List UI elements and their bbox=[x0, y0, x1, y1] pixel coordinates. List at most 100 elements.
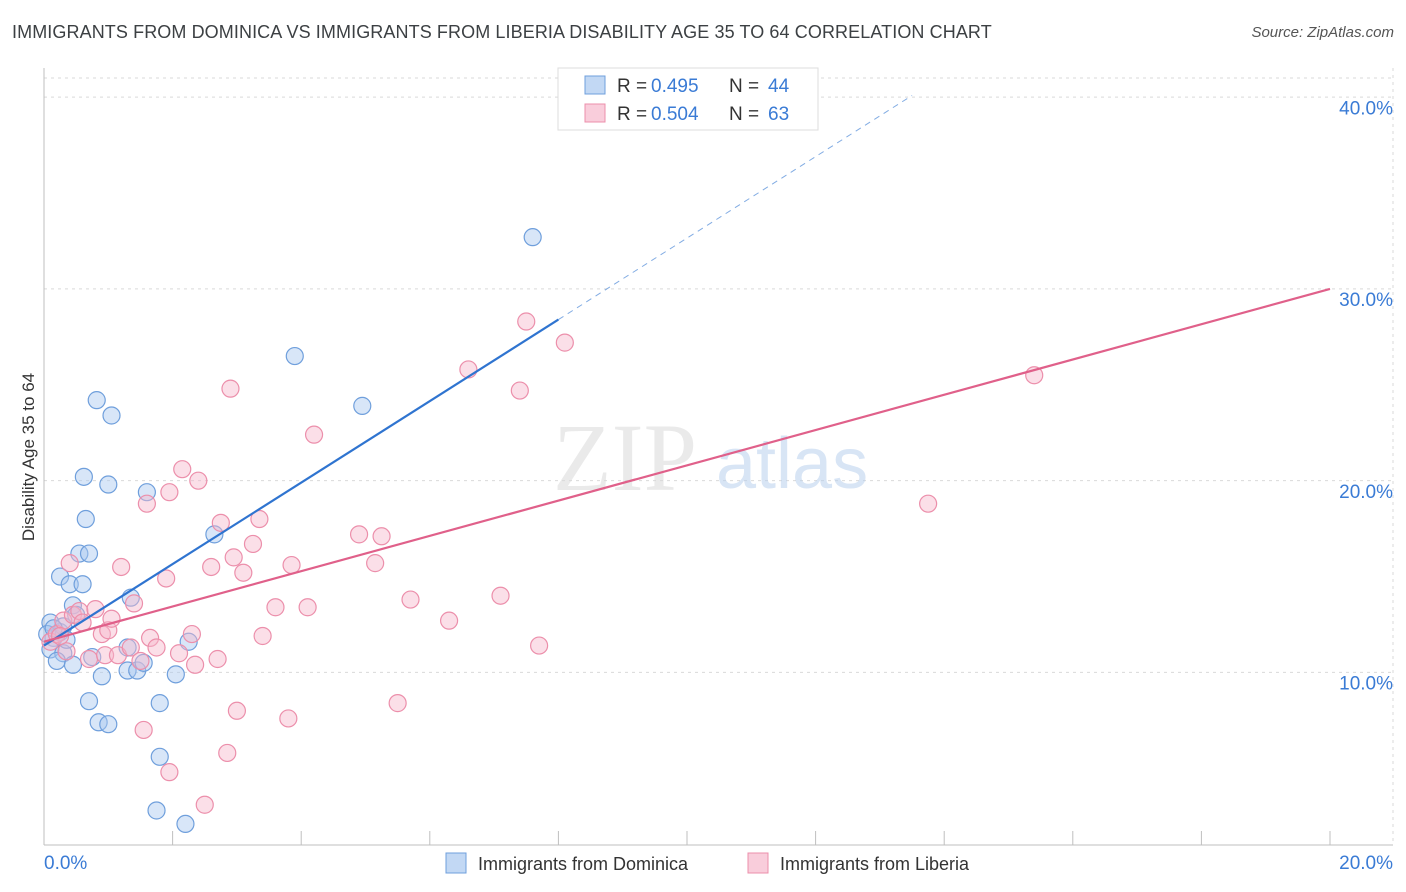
point-liberia bbox=[530, 636, 549, 655]
point-liberia bbox=[253, 626, 272, 646]
data-points bbox=[38, 228, 1044, 834]
point-liberia bbox=[282, 555, 301, 575]
point-liberia bbox=[157, 569, 176, 588]
point-liberia bbox=[112, 557, 131, 577]
legend-r-value-1: 0.504 bbox=[651, 104, 699, 125]
legend-swatch-dominica bbox=[584, 75, 606, 95]
point-liberia bbox=[140, 628, 160, 648]
point-liberia bbox=[134, 720, 153, 740]
point-dominica bbox=[176, 814, 195, 834]
trend-lines bbox=[43, 95, 1331, 647]
bottom-legend-label-dominica: Immigrants from Dominica bbox=[478, 854, 689, 874]
point-dominica bbox=[87, 391, 106, 410]
point-liberia bbox=[189, 471, 208, 490]
point-liberia bbox=[121, 638, 140, 657]
chart-title: IMMIGRANTS FROM DOMINICA VS IMMIGRANTS F… bbox=[12, 22, 992, 42]
point-liberia bbox=[147, 638, 166, 657]
point-liberia bbox=[124, 594, 144, 613]
axis-labels: Disability Age 35 to 64 10.0% 20.0% 30.0% 4… bbox=[19, 98, 1393, 874]
trend-line-dominica bbox=[43, 318, 559, 647]
point-liberia bbox=[186, 655, 205, 674]
point-dominica bbox=[76, 509, 95, 529]
y-axis-title: Disability Age 35 to 64 bbox=[19, 373, 38, 541]
point-liberia bbox=[79, 649, 99, 669]
legend-n-value-0: 44 bbox=[768, 76, 790, 97]
point-liberia bbox=[266, 598, 285, 617]
point-dominica bbox=[353, 396, 372, 415]
point-liberia bbox=[349, 525, 369, 544]
axes bbox=[43, 68, 1393, 846]
point-liberia bbox=[517, 312, 536, 331]
point-liberia bbox=[131, 651, 150, 671]
point-dominica bbox=[118, 661, 137, 680]
point-liberia bbox=[70, 601, 89, 621]
point-liberia bbox=[137, 494, 156, 513]
point-dominica bbox=[73, 575, 92, 594]
point-dominica bbox=[99, 475, 118, 494]
y-tick-label: 20.0% bbox=[1339, 482, 1393, 503]
point-dominica bbox=[102, 406, 121, 425]
point-dominica bbox=[134, 653, 153, 672]
point-liberia bbox=[224, 548, 243, 567]
source-label: Source: ZipAtlas.com bbox=[1251, 24, 1394, 41]
point-dominica bbox=[70, 544, 89, 563]
y-tick-label: 30.0% bbox=[1339, 290, 1393, 311]
x-tick-label: 0.0% bbox=[44, 853, 87, 874]
point-liberia bbox=[250, 509, 269, 529]
point-liberia bbox=[160, 483, 179, 502]
point-dominica bbox=[50, 567, 70, 586]
point-liberia bbox=[234, 563, 253, 582]
point-liberia bbox=[195, 795, 214, 814]
y-tick-label: 40.0% bbox=[1339, 98, 1393, 119]
point-liberia bbox=[60, 554, 79, 573]
point-liberia bbox=[401, 590, 420, 609]
point-dominica bbox=[99, 715, 118, 734]
point-liberia bbox=[366, 554, 385, 573]
point-dominica bbox=[79, 544, 99, 563]
bottom-legend-swatch-dominica bbox=[445, 852, 467, 874]
point-liberia bbox=[221, 379, 240, 398]
point-liberia bbox=[211, 513, 230, 532]
legend: R = 0.495 N = 44 R = 0.504 N = 63 bbox=[557, 67, 819, 131]
point-liberia bbox=[57, 642, 76, 661]
point-liberia bbox=[182, 624, 201, 644]
point-liberia bbox=[95, 646, 115, 665]
point-liberia bbox=[218, 743, 237, 763]
point-liberia bbox=[439, 611, 459, 630]
point-liberia bbox=[555, 333, 574, 352]
point-liberia bbox=[54, 611, 73, 630]
legend-n-value-1: 63 bbox=[768, 104, 789, 125]
trend-line-liberia bbox=[43, 287, 1331, 643]
point-dominica bbox=[150, 694, 169, 713]
gridlines bbox=[44, 68, 1395, 845]
point-dominica bbox=[74, 467, 93, 486]
point-liberia bbox=[86, 600, 105, 619]
point-liberia bbox=[208, 649, 227, 669]
point-dominica bbox=[166, 665, 185, 684]
point-liberia bbox=[388, 694, 407, 713]
bottom-legend-label-liberia: Immigrants from Liberia bbox=[780, 854, 970, 874]
point-liberia bbox=[160, 763, 179, 782]
point-liberia bbox=[173, 460, 192, 479]
point-dominica bbox=[150, 747, 169, 766]
point-dominica bbox=[60, 575, 79, 594]
bottom-legend: Immigrants from Dominica Immigrants from… bbox=[445, 852, 970, 874]
point-liberia bbox=[169, 644, 189, 663]
point-liberia bbox=[227, 701, 246, 720]
y-tick-label: 10.0% bbox=[1339, 674, 1393, 695]
legend-swatch-liberia bbox=[584, 103, 606, 123]
legend-n-label-0: N = bbox=[729, 76, 759, 97]
point-liberia bbox=[298, 598, 317, 617]
x-tick-label: 20.0% bbox=[1339, 853, 1393, 874]
legend-r-label-1: R = bbox=[617, 104, 647, 125]
watermark-zip: ZIP bbox=[553, 404, 697, 511]
point-liberia bbox=[919, 494, 938, 513]
bottom-legend-swatch-liberia bbox=[747, 852, 769, 874]
point-dominica bbox=[92, 667, 111, 686]
legend-r-value-0: 0.495 bbox=[651, 76, 699, 97]
point-dominica bbox=[205, 525, 224, 544]
trend-extension-dominica bbox=[558, 95, 913, 321]
point-liberia bbox=[304, 425, 324, 444]
point-liberia bbox=[491, 586, 510, 605]
